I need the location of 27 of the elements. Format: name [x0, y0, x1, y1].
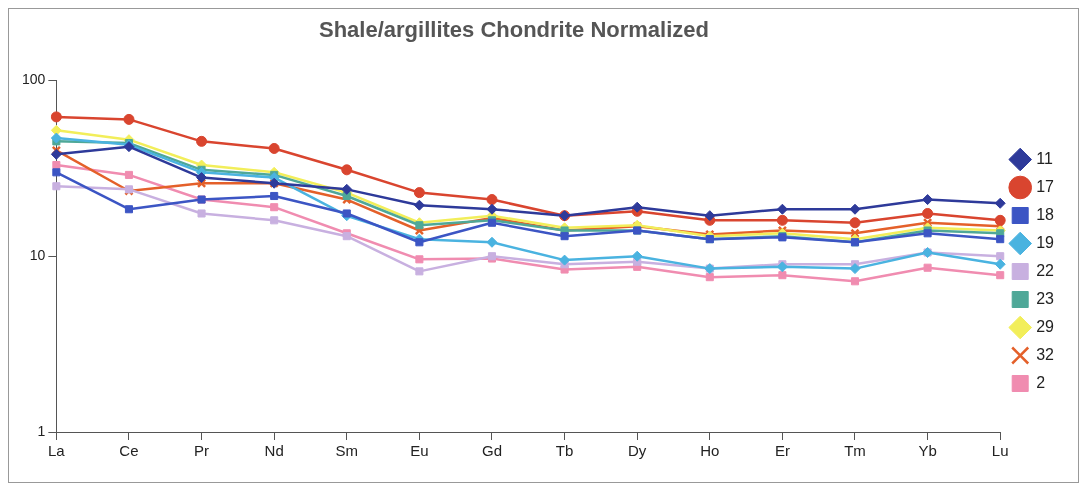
x-tick-label: Nd	[264, 442, 284, 460]
x-tick-label: Dy	[628, 442, 647, 460]
legend-label: 19	[1036, 233, 1055, 251]
y-tick-label: 10	[29, 247, 46, 264]
legend-label: 32	[1036, 345, 1055, 363]
legend-label: 22	[1036, 261, 1055, 279]
chart-title: Shale/argillites Chondrite Normalized	[318, 17, 710, 43]
legend-label: 2	[1036, 373, 1046, 391]
y-tick-label: 1	[37, 422, 46, 439]
x-tick-label: Er	[774, 442, 790, 460]
x-tick-label: Tm	[844, 442, 866, 460]
x-tick-label: Ho	[700, 442, 720, 460]
x-tick-label: Eu	[410, 442, 429, 460]
y-tick-label: 100	[22, 71, 46, 88]
legend-label: 11	[1036, 149, 1053, 167]
x-tick-label: La	[48, 442, 66, 460]
x-tick-label: Sm	[335, 442, 359, 460]
x-tick-label: Ce	[119, 442, 139, 460]
legend-label: 29	[1036, 317, 1055, 335]
legend-label: 23	[1036, 289, 1055, 307]
x-tick-label: Pr	[194, 442, 210, 460]
legend-label: 17	[1036, 177, 1055, 195]
x-tick-label: Gd	[481, 442, 502, 460]
x-tick-label: Yb	[918, 442, 937, 460]
x-tick-label: Lu	[991, 442, 1009, 460]
legend-label: 18	[1036, 205, 1055, 223]
x-tick-label: Tb	[555, 442, 574, 460]
